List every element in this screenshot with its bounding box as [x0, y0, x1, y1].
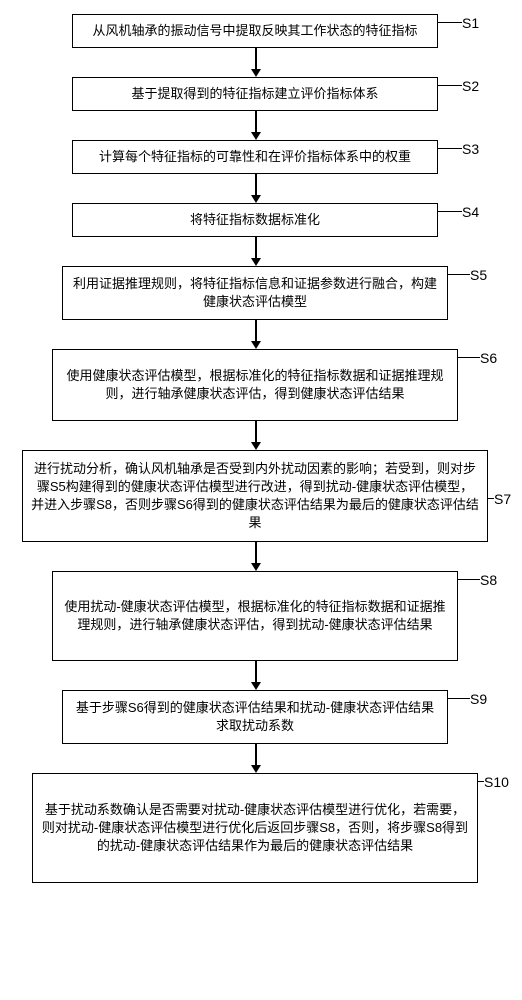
- flow-node-s5: 利用证据推理规则，将特征指标信息和证据参数进行融合，构建健康状态评估模型: [62, 266, 448, 320]
- label-connector-3: [438, 211, 462, 212]
- arrowhead-s6-s7: [251, 442, 261, 450]
- edge-s6-s7: [255, 421, 257, 442]
- edge-s2-s3: [255, 111, 257, 132]
- label-connector-5: [458, 357, 480, 358]
- step-label-s5: S5: [470, 267, 487, 283]
- flow-node-s1: 从风机轴承的振动信号中提取反映其工作状态的特征指标: [72, 14, 438, 48]
- step-label-s3: S3: [462, 141, 479, 157]
- label-connector-2: [438, 148, 462, 149]
- arrowhead-s8-s9: [251, 682, 261, 690]
- edge-s9-s10: [255, 744, 257, 765]
- flow-node-s7: 进行扰动分析，确认风机轴承是否受到内外扰动因素的影响；若受到，则对步骤S5构建得…: [22, 450, 488, 542]
- label-connector-9: [478, 781, 484, 782]
- edge-s8-s9: [255, 661, 257, 682]
- step-label-s1: S1: [462, 15, 479, 31]
- step-label-s8: S8: [480, 572, 497, 588]
- arrowhead-s5-s6: [251, 341, 261, 349]
- label-connector-0: [438, 22, 462, 23]
- step-label-s10: S10: [484, 774, 509, 790]
- flow-node-s2: 基于提取得到的特征指标建立评价指标体系: [72, 77, 438, 111]
- edge-s5-s6: [255, 320, 257, 341]
- label-connector-4: [448, 274, 470, 275]
- arrowhead-s9-s10: [251, 765, 261, 773]
- label-connector-7: [458, 579, 480, 580]
- arrowhead-s1-s2: [251, 69, 261, 77]
- step-label-s2: S2: [462, 78, 479, 94]
- step-label-s9: S9: [470, 691, 487, 707]
- flow-node-s4: 将特征指标数据标准化: [72, 203, 438, 237]
- label-connector-1: [438, 85, 462, 86]
- arrowhead-s7-s8: [251, 563, 261, 571]
- label-connector-8: [448, 698, 470, 699]
- flow-node-s10: 基于扰动系数确认是否需要对扰动-健康状态评估模型进行优化，若需要，则对扰动-健康…: [32, 773, 478, 883]
- flow-node-s8: 使用扰动-健康状态评估模型，根据标准化的特征指标数据和证据推理规则，进行轴承健康…: [52, 571, 458, 661]
- step-label-s7: S7: [494, 491, 511, 507]
- arrowhead-s4-s5: [251, 258, 261, 266]
- flowchart-container: 从风机轴承的振动信号中提取反映其工作状态的特征指标 S1 基于提取得到的特征指标建立…: [0, 0, 522, 1000]
- edge-s3-s4: [255, 174, 257, 195]
- edge-s1-s2: [255, 48, 257, 69]
- flow-node-s9: 基于步骤S6得到的健康状态评估结果和扰动-健康状态评估结果求取扰动系数: [62, 690, 448, 744]
- flow-node-s6: 使用健康状态评估模型，根据标准化的特征指标数据和证据推理规则，进行轴承健康状态评…: [52, 349, 458, 421]
- arrowhead-s2-s3: [251, 132, 261, 140]
- edge-s4-s5: [255, 237, 257, 258]
- flow-node-s3: 计算每个特征指标的可靠性和在评价指标体系中的权重: [72, 140, 438, 174]
- step-label-s6: S6: [480, 350, 497, 366]
- edge-s7-s8: [255, 542, 257, 563]
- label-connector-6: [488, 498, 494, 499]
- step-label-s4: S4: [462, 204, 479, 220]
- arrowhead-s3-s4: [251, 195, 261, 203]
